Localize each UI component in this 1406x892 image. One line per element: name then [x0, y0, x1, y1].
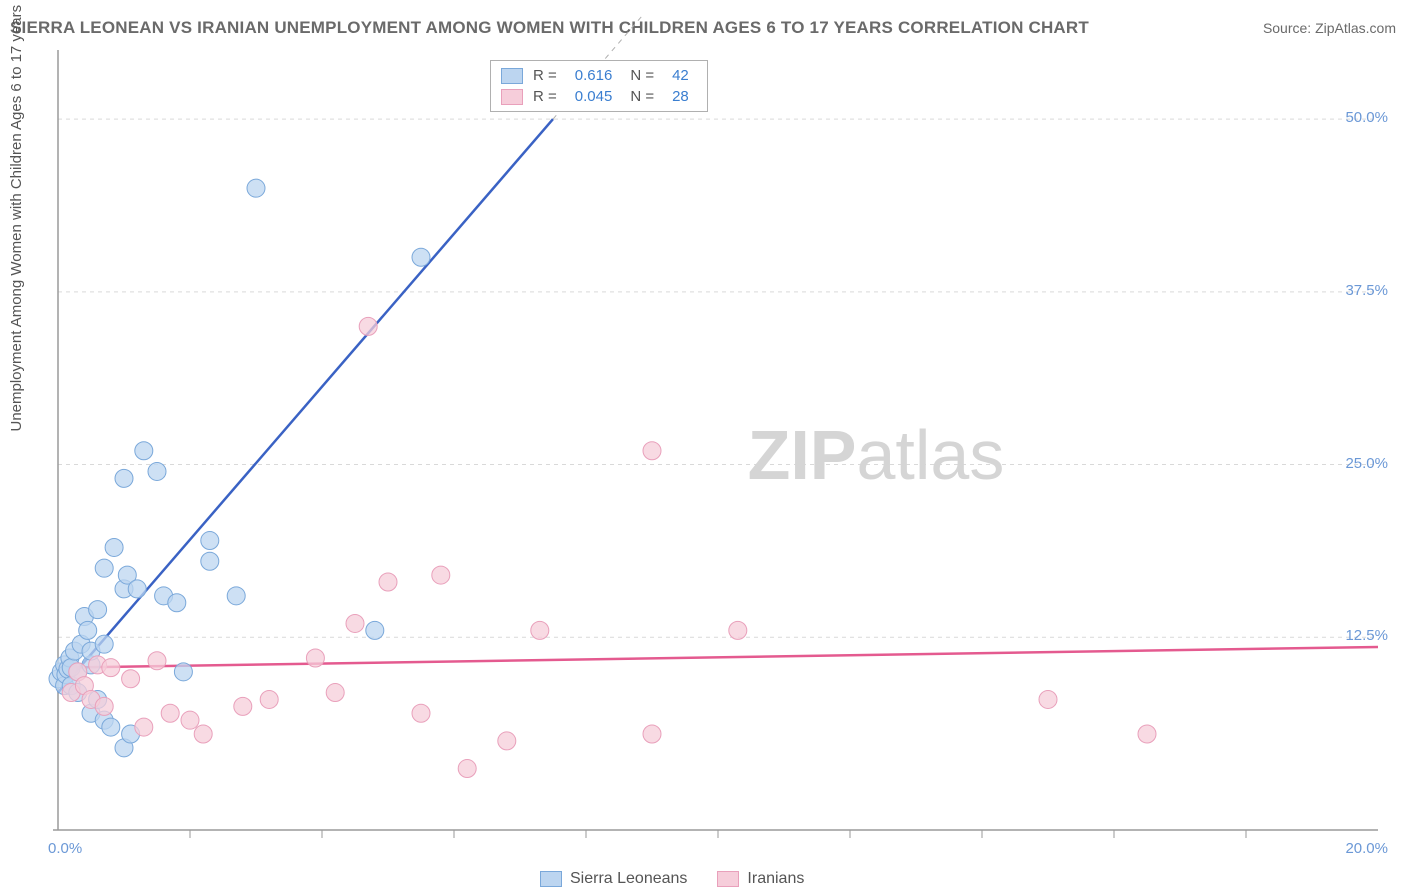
y-axis-label: Unemployment Among Women with Children A…: [8, 5, 25, 432]
series-legend: Sierra Leoneans Iranians: [540, 870, 804, 888]
legend-n-value: 42: [672, 67, 689, 84]
series-name: Iranians: [747, 870, 804, 888]
legend-row: R = 0.616 N = 42: [501, 65, 697, 86]
legend-swatch: [540, 871, 562, 887]
x-tick-label: 0.0%: [48, 840, 82, 857]
series-legend-item: Iranians: [717, 870, 804, 888]
y-tick-label: 37.5%: [1345, 282, 1388, 299]
correlation-legend: R = 0.616 N = 42 R = 0.045 N = 28: [490, 60, 708, 112]
legend-r-label: R =: [533, 67, 557, 84]
y-tick-label: 50.0%: [1345, 109, 1388, 126]
legend-row: R = 0.045 N = 28: [501, 86, 697, 107]
legend-r-value: 0.045: [575, 88, 613, 105]
source-attribution: Source: ZipAtlas.com: [1263, 20, 1396, 36]
source-label: Source:: [1263, 20, 1311, 36]
legend-n-label: N =: [630, 67, 654, 84]
legend-r-value: 0.616: [575, 67, 613, 84]
y-tick-label: 25.0%: [1345, 455, 1388, 472]
x-tick-label: 20.0%: [1345, 840, 1388, 857]
legend-swatch: [501, 89, 523, 105]
legend-r-label: R =: [533, 88, 557, 105]
series-legend-item: Sierra Leoneans: [540, 870, 687, 888]
source-value: ZipAtlas.com: [1315, 20, 1396, 36]
legend-n-value: 28: [672, 88, 689, 105]
legend-swatch: [717, 871, 739, 887]
series-name: Sierra Leoneans: [570, 870, 687, 888]
legend-swatch: [501, 68, 523, 84]
legend-n-label: N =: [630, 88, 654, 105]
chart-title: SIERRA LEONEAN VS IRANIAN UNEMPLOYMENT A…: [10, 18, 1089, 38]
y-tick-label: 12.5%: [1345, 627, 1388, 644]
scatter-chart: [48, 50, 1388, 845]
